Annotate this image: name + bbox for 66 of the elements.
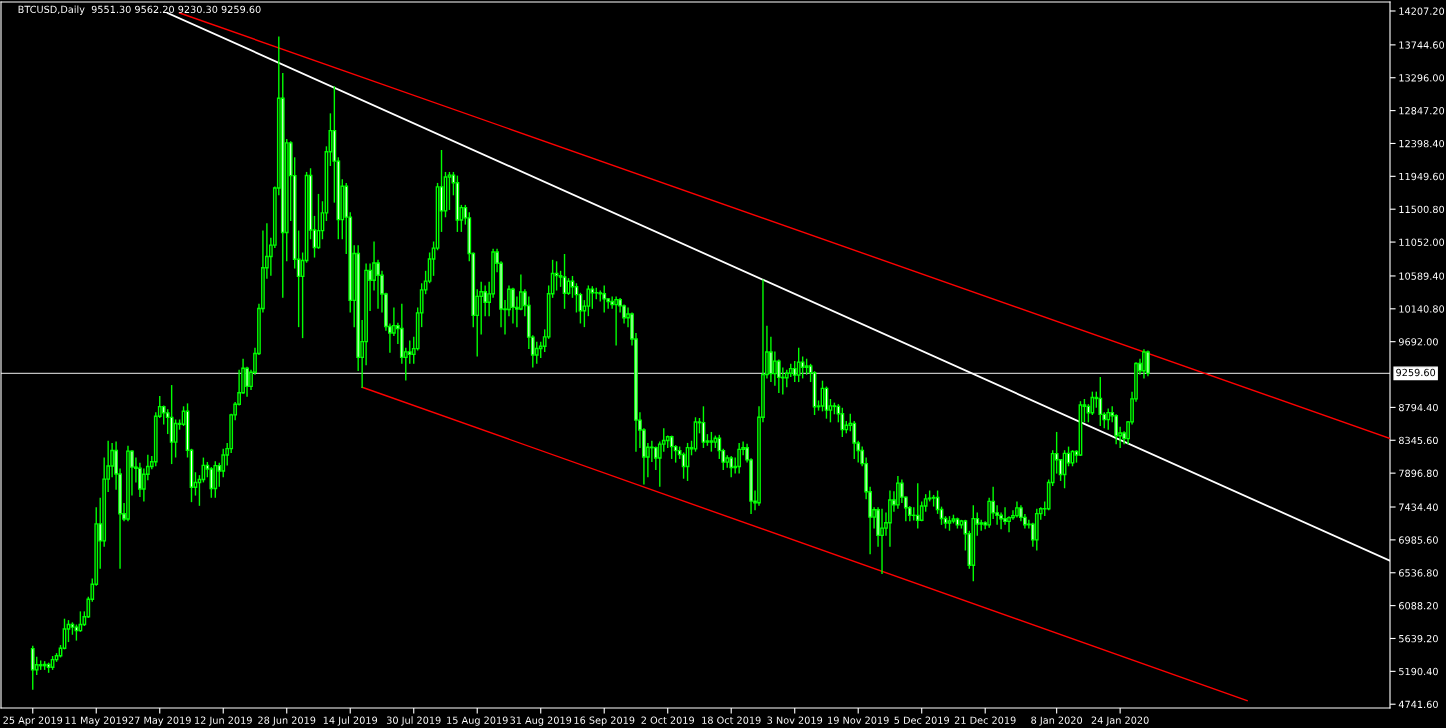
y-tick-label: 6536.80 — [1399, 569, 1438, 577]
x-tick-label: 31 Aug 2019 — [510, 716, 572, 726]
x-tick-label: 2 Oct 2019 — [641, 716, 694, 724]
x-tick-label: 16 Sep 2019 — [574, 716, 635, 726]
x-tick-label: 14 Jul 2019 — [323, 716, 378, 726]
candlestick — [1142, 349, 1146, 379]
y-tick-label: 13744.60 — [1399, 41, 1445, 49]
candlestick — [796, 347, 801, 383]
candlestick — [717, 434, 722, 459]
x-tick-label: 12 Jun 2019 — [195, 716, 252, 726]
candlestick — [30, 645, 35, 690]
candlestick — [800, 356, 805, 379]
candlestick — [173, 419, 178, 458]
x-tick-label: 8 Jan 2020 — [1031, 716, 1083, 726]
candlestick — [213, 461, 218, 498]
x-tick-label: 15 Aug 2019 — [447, 716, 508, 726]
y-tick-label: 6088.20 — [1399, 602, 1438, 610]
candlestick — [511, 287, 515, 324]
y-tick-label: 11949.60 — [1399, 172, 1445, 181]
y-tick-label: 12398.40 — [1399, 139, 1445, 148]
candlestick — [888, 490, 892, 547]
x-tick-label: 19 Nov 2019 — [828, 716, 889, 724]
y-tick-label: 8794.40 — [1398, 403, 1438, 412]
candlestick — [1003, 507, 1007, 525]
candlestick — [729, 456, 734, 478]
x-tick-label: 28 Jun 2019 — [258, 716, 316, 726]
y-tick-label: 12847.20 — [1399, 107, 1445, 115]
y-tick-label: 13296.00 — [1399, 74, 1445, 82]
x-tick-label: 30 Jul 2019 — [386, 716, 441, 726]
candlestick — [769, 336, 773, 383]
y-tick-label: 6985.60 — [1399, 536, 1438, 544]
x-tick-label: 25 Apr 2019 — [3, 716, 63, 726]
y-tick-label: 10589.40 — [1399, 272, 1445, 280]
x-tick-label: 24 Jan 2020 — [1091, 716, 1149, 726]
y-tick-label: 5190.40 — [1399, 667, 1438, 676]
ref-line-label: 9259.60 — [1396, 368, 1436, 377]
candlestick — [896, 475, 900, 509]
x-tick-label: 21 Dec 2019 — [954, 716, 1016, 724]
candlestick — [709, 431, 714, 452]
candlestick — [407, 340, 412, 364]
y-tick-label: 11052.00 — [1399, 238, 1445, 246]
y-tick-label: 11500.80 — [1399, 205, 1445, 214]
candlestick — [772, 351, 777, 386]
x-tick-label: 11 May 2019 — [65, 716, 128, 726]
candlestick — [602, 285, 607, 313]
y-tick-label: 9692.00 — [1398, 338, 1438, 346]
y-tick-label: 5639.20 — [1399, 634, 1438, 643]
chart-title: BTCUSD,Daily 9551.30 9562.20 9230.30 9259.60 — [18, 5, 261, 15]
y-tick-label: 4741.60 — [1398, 700, 1438, 709]
x-tick-label: 18 Oct 2019 — [702, 716, 761, 724]
candlestick — [610, 296, 615, 309]
candlestick — [737, 442, 742, 474]
candlestick — [447, 171, 452, 210]
y-tick-label: 8345.60 — [1398, 436, 1438, 445]
y-tick-label: 14207.20 — [1399, 7, 1445, 15]
candlestick — [245, 366, 249, 397]
y-tick-label: 10140.80 — [1399, 305, 1445, 313]
y-tick-label: 7896.80 — [1399, 469, 1438, 477]
candlestick — [376, 259, 380, 309]
y-tick-label: 7434.40 — [1399, 503, 1438, 511]
x-tick-label: 27 May 2019 — [128, 716, 191, 726]
x-tick-label: 3 Nov 2019 — [767, 716, 823, 724]
candlestick — [1146, 350, 1150, 377]
candlestick — [880, 508, 884, 574]
x-tick-label: 5 Dec 2019 — [894, 716, 949, 724]
candlestick — [138, 462, 142, 498]
